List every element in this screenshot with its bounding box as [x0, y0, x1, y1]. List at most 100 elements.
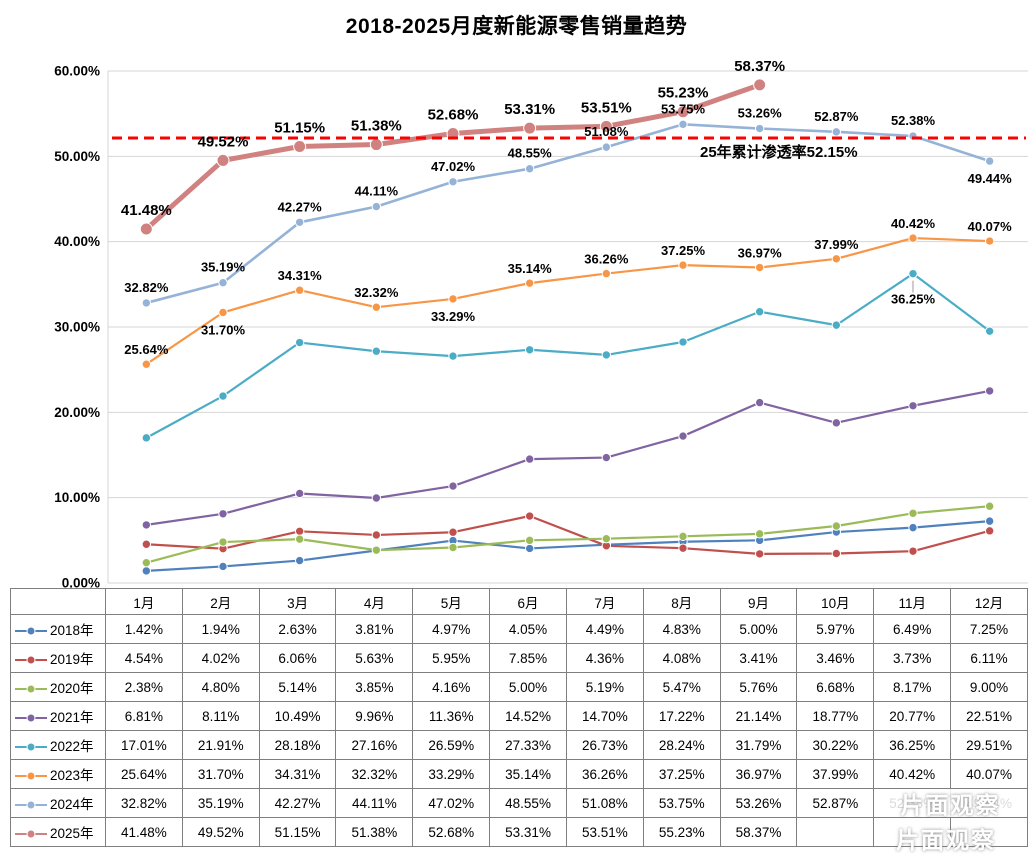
table-cell: 7.25%	[950, 614, 1028, 644]
data-point-marker	[984, 386, 995, 396]
series-line	[145, 514, 991, 556]
series-line	[145, 520, 991, 572]
y-axis-tick-label: 0.00%	[62, 576, 100, 589]
month-header: 11月	[873, 588, 952, 615]
data-point-marker	[218, 307, 228, 318]
table-cell: 14.52%	[489, 701, 567, 731]
data-point-marker	[831, 127, 842, 137]
data-point-marker	[524, 164, 535, 174]
table-cell: 31.79%	[719, 730, 798, 760]
table-cell: 31.70%	[181, 759, 260, 789]
month-header: 2月	[181, 588, 260, 615]
table-cell: 3.73%	[873, 643, 952, 673]
table-cell: 33.29%	[412, 759, 491, 789]
table-corner-cell	[10, 588, 106, 615]
data-point-marker	[448, 351, 458, 361]
point-label: 51.15%	[274, 120, 325, 137]
point-label: 40.07%	[968, 219, 1013, 234]
table-row: 2022年 17.01% 21.91% 28.18% 27.16% 26.59% 27.33…	[10, 730, 1028, 760]
data-point-marker	[371, 530, 382, 540]
data-point-marker	[908, 233, 918, 243]
data-point-marker	[754, 123, 765, 134]
table-cell: 32.82%	[105, 788, 183, 818]
table-cell: 6.06%	[258, 643, 337, 673]
legend-key: 2021年	[10, 701, 106, 731]
point-label: 53.51%	[581, 99, 632, 116]
series-year-label: 2024年	[50, 797, 94, 812]
table-row: 2018年 1.42% 1.94% 2.63% 3.81% 4.97% 4.05% 4.49%…	[10, 614, 1028, 644]
series-line	[145, 505, 991, 564]
table-cell: 5.47%	[642, 672, 721, 702]
table-cell: 9.00%	[950, 672, 1028, 702]
data-point-marker	[371, 302, 382, 312]
table-cell: 47.02%	[412, 788, 491, 818]
point-label: 25.64%	[124, 342, 169, 357]
point-label: 52.87%	[814, 109, 859, 124]
y-axis-tick-label: 60.00%	[54, 64, 100, 79]
data-point-marker	[141, 433, 152, 443]
table-cell: 53.31%	[489, 817, 567, 847]
table-cell: 2.63%	[258, 614, 337, 644]
point-label: 35.14%	[508, 261, 553, 276]
point-label: 52.68%	[428, 106, 479, 123]
table-cell: 6.81%	[105, 701, 183, 731]
table-cell: 35.19%	[181, 788, 260, 818]
table-cell: 28.24%	[642, 730, 721, 760]
data-point-marker	[831, 418, 842, 428]
data-point-marker	[678, 119, 688, 130]
table-cell: 5.19%	[565, 672, 644, 702]
month-header: 9月	[719, 588, 798, 615]
data-point-marker	[678, 431, 688, 441]
table-cell: 8.11%	[181, 701, 260, 731]
month-header: 10月	[796, 588, 875, 615]
legend-key: 2022年	[10, 730, 106, 760]
data-point-marker	[676, 105, 690, 119]
month-header: 4月	[335, 588, 414, 615]
legend-key: 2019年	[10, 643, 106, 673]
data-point-marker	[524, 454, 535, 464]
data-point-marker	[218, 278, 228, 288]
point-label: 47.02%	[431, 159, 476, 174]
data-point-marker	[294, 534, 305, 544]
table-row: 2021年 6.81% 8.11% 10.49% 9.96% 11.36% 14.52% 14…	[10, 701, 1028, 731]
y-axis-tick-label: 50.00%	[54, 149, 100, 164]
table-cell: 26.59%	[412, 730, 491, 760]
table-cell: 5.00%	[489, 672, 567, 702]
data-point-marker	[139, 222, 153, 236]
data-point-marker	[754, 262, 765, 273]
table-row: 2020年 2.38% 4.80% 5.14% 3.85% 4.16% 5.00% 5.19%…	[10, 672, 1028, 702]
table-cell: 28.18%	[258, 730, 337, 760]
table-cell: 20.77%	[873, 701, 952, 731]
legend-line-icon	[15, 713, 47, 723]
table-cell: 2.38%	[105, 672, 183, 702]
point-label: 44.11%	[355, 184, 399, 199]
data-point-marker	[371, 346, 382, 356]
table-cell: 6.68%	[796, 672, 875, 702]
table-cell: 3.41%	[719, 643, 798, 673]
data-point-marker	[371, 493, 382, 503]
table-cell: 5.97%	[796, 614, 875, 644]
data-point-marker	[984, 526, 995, 536]
data-point-marker	[601, 268, 612, 279]
point-label: 55.23%	[658, 85, 709, 102]
data-point-marker	[831, 548, 842, 559]
data-point-marker	[294, 337, 305, 348]
series-line	[145, 389, 991, 526]
point-label: 31.70%	[201, 322, 246, 337]
table-cell: 22.51%	[950, 701, 1028, 731]
data-point-marker	[908, 522, 918, 533]
data-point-marker	[678, 543, 688, 553]
data-point-marker	[524, 345, 535, 355]
table-cell: 4.08%	[642, 643, 721, 673]
data-point-marker	[293, 140, 307, 154]
table-cell: 52.87%	[796, 788, 875, 818]
series-year-label: 2022年	[50, 739, 94, 754]
data-point-marker	[524, 278, 535, 288]
table-cell: 51.15%	[258, 817, 337, 847]
chart-title: 2018-2025月度新能源零售销量趋势	[345, 15, 688, 38]
data-point-marker	[218, 509, 228, 519]
data-point-marker	[294, 555, 305, 566]
y-axis-tick-label: 10.00%	[54, 490, 100, 505]
table-cell: 36.97%	[719, 759, 798, 789]
data-point-marker	[601, 452, 612, 463]
